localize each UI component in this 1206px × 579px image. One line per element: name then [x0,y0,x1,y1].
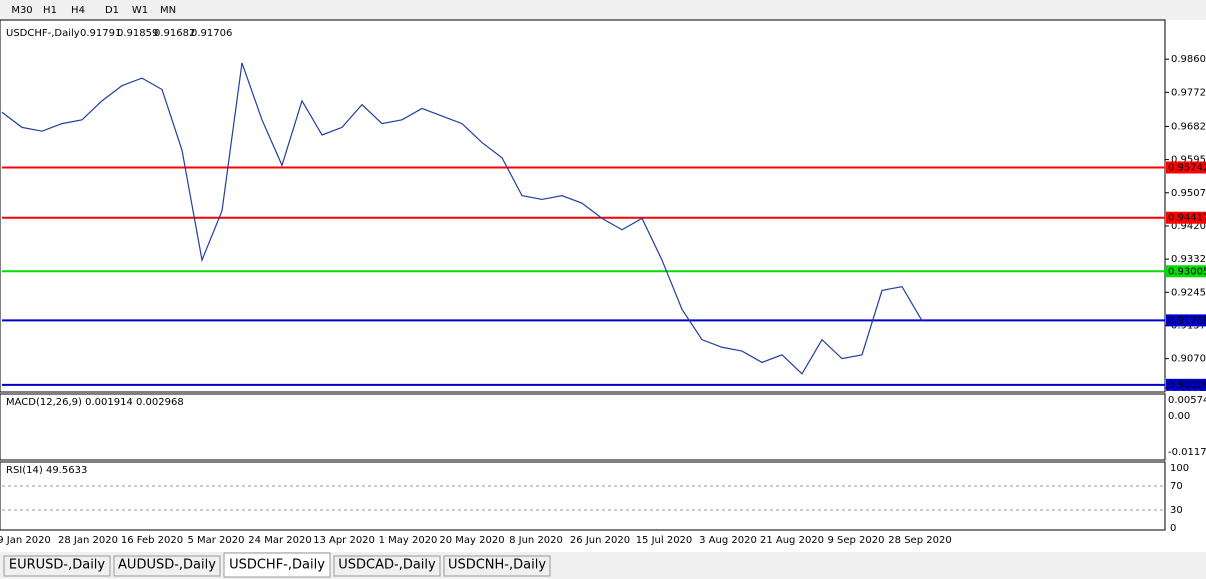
tab-label[interactable]: EURUSD-,Daily [9,558,106,573]
x-tick-label: 1 May 2020 [379,535,438,546]
tab-label[interactable]: USDCAD-,Daily [338,558,436,573]
macd-title: MACD(12,26,9) 0.001914 0.002968 [6,397,184,408]
tab-label[interactable]: USDCNH-,Daily [448,558,546,573]
tab-label[interactable]: AUDUSD-,Daily [118,558,216,573]
toolbar [0,0,1206,20]
tab[interactable] [333,555,441,577]
x-tick-label: 15 Jul 2020 [636,535,693,546]
timeframe-button[interactable]: W1 [132,5,148,16]
x-tick-label: 24 Mar 2020 [248,535,311,546]
level-tag [1166,161,1206,174]
x-tick-label: 26 Jun 2020 [570,535,630,546]
x-tick-label: 21 Aug 2020 [760,535,824,546]
level-tag [1166,378,1206,391]
main-panel [0,19,1166,393]
tab[interactable] [223,552,331,578]
x-tick-label: 8 Jun 2020 [509,535,563,546]
level-tag [1166,314,1206,327]
level-label: 0.91709 [1168,315,1206,326]
y-tick-label: 0.96825 [1171,121,1206,132]
rsi-tick-label: 70 [1170,481,1183,492]
x-tick-label: 13 Apr 2020 [313,535,375,546]
rsi-tick-label: 100 [1170,463,1189,474]
x-tick-label: 20 May 2020 [439,535,504,546]
tab-label[interactable]: USDCHF-,Daily [229,558,325,573]
timeframe-button[interactable]: H4 [71,5,85,16]
price-line [1,62,923,375]
rsi-tick-label: 30 [1170,505,1183,516]
timeframe-button[interactable]: MN [160,5,176,16]
rsi-tick-label: 0 [1170,523,1176,534]
rsi-title: RSI(14) 49.5633 [6,465,87,476]
level-label: 0.93005 [1168,266,1206,277]
tab[interactable] [3,555,111,577]
x-tick-label: 28 Sep 2020 [888,535,951,546]
y-tick-label: 0.97725 [1171,87,1206,98]
level-label: 0.95742 [1168,162,1206,173]
macd-tick-label: -0.011738 [1168,447,1206,458]
ohlc-value: 0.91706 [191,28,232,39]
symbol-title: USDCHF-,Daily [6,28,80,39]
y-tick-label: 0.93325 [1171,254,1206,265]
x-tick-label: 5 Mar 2020 [187,535,244,546]
timeframe-button[interactable]: H1 [43,5,57,16]
tab[interactable] [443,555,551,577]
level-tag [1166,211,1206,224]
ohlc-value: 0.91682 [154,28,195,39]
x-tick-label: 9 Jan 2020 [0,535,51,546]
tab[interactable] [113,555,221,577]
level-label: 0.90009 [1168,380,1206,391]
timeframe-button[interactable]: M30 [11,5,32,16]
ohlc-value: 0.91791 [80,28,121,39]
macd-panel [0,393,1166,461]
x-tick-label: 3 Aug 2020 [699,535,757,546]
x-tick-label: 28 Jan 2020 [58,535,118,546]
level-tag [1166,265,1206,278]
level-label: 0.94417 [1168,213,1206,224]
macd-tick-label: 0.005744 [1168,395,1206,406]
rsi-panel [0,461,1166,531]
macd-tick-label: 0.00 [1168,411,1190,422]
ohlc-value: 0.91859 [117,28,158,39]
x-tick-label: 9 Sep 2020 [827,535,884,546]
x-tick-label: 16 Feb 2020 [121,535,183,546]
timeframe-button[interactable]: D1 [105,5,119,16]
y-tick-label: 0.95075 [1171,188,1206,199]
